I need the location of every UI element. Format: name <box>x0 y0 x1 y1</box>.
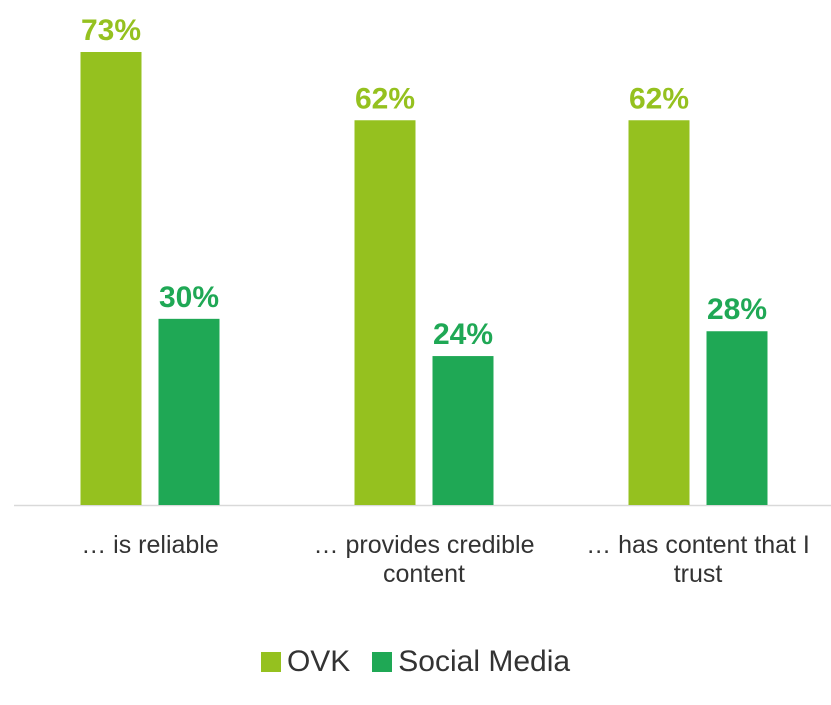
data-label-ovk-0: 73% <box>81 14 141 47</box>
data-label-ovk-2: 62% <box>629 82 689 115</box>
x-tick-label-0: … is reliable <box>81 531 219 559</box>
legend-swatch-social-media <box>372 652 393 672</box>
legend-item-ovk: OVK <box>260 645 351 679</box>
bar-ovk-1 <box>354 120 416 505</box>
data-label-social-media-0: 30% <box>159 281 219 314</box>
bar-social-media-2 <box>706 331 768 505</box>
data-label-ovk-1: 62% <box>355 82 415 115</box>
x-tick-label-1: … provides credible content <box>314 531 535 588</box>
bar-social-media-0 <box>158 318 220 505</box>
data-label-social-media-2: 28% <box>707 293 767 326</box>
legend-swatch-ovk <box>260 652 281 672</box>
data-label-social-media-1: 24% <box>433 318 493 351</box>
legend-label-ovk: OVK <box>286 645 351 678</box>
legend-item-social-media: Social Media <box>372 645 570 679</box>
bar-social-media-1 <box>432 356 494 505</box>
legend: OVK Social Media <box>0 645 831 679</box>
bar-ovk-0 <box>80 52 142 505</box>
bar-chart: 73% 62% 62% 30% 24% 28% … is reliable … provide… <box>14 14 831 588</box>
bar-ovk-2 <box>628 120 690 505</box>
legend-label-social-media: Social Media <box>398 645 571 678</box>
